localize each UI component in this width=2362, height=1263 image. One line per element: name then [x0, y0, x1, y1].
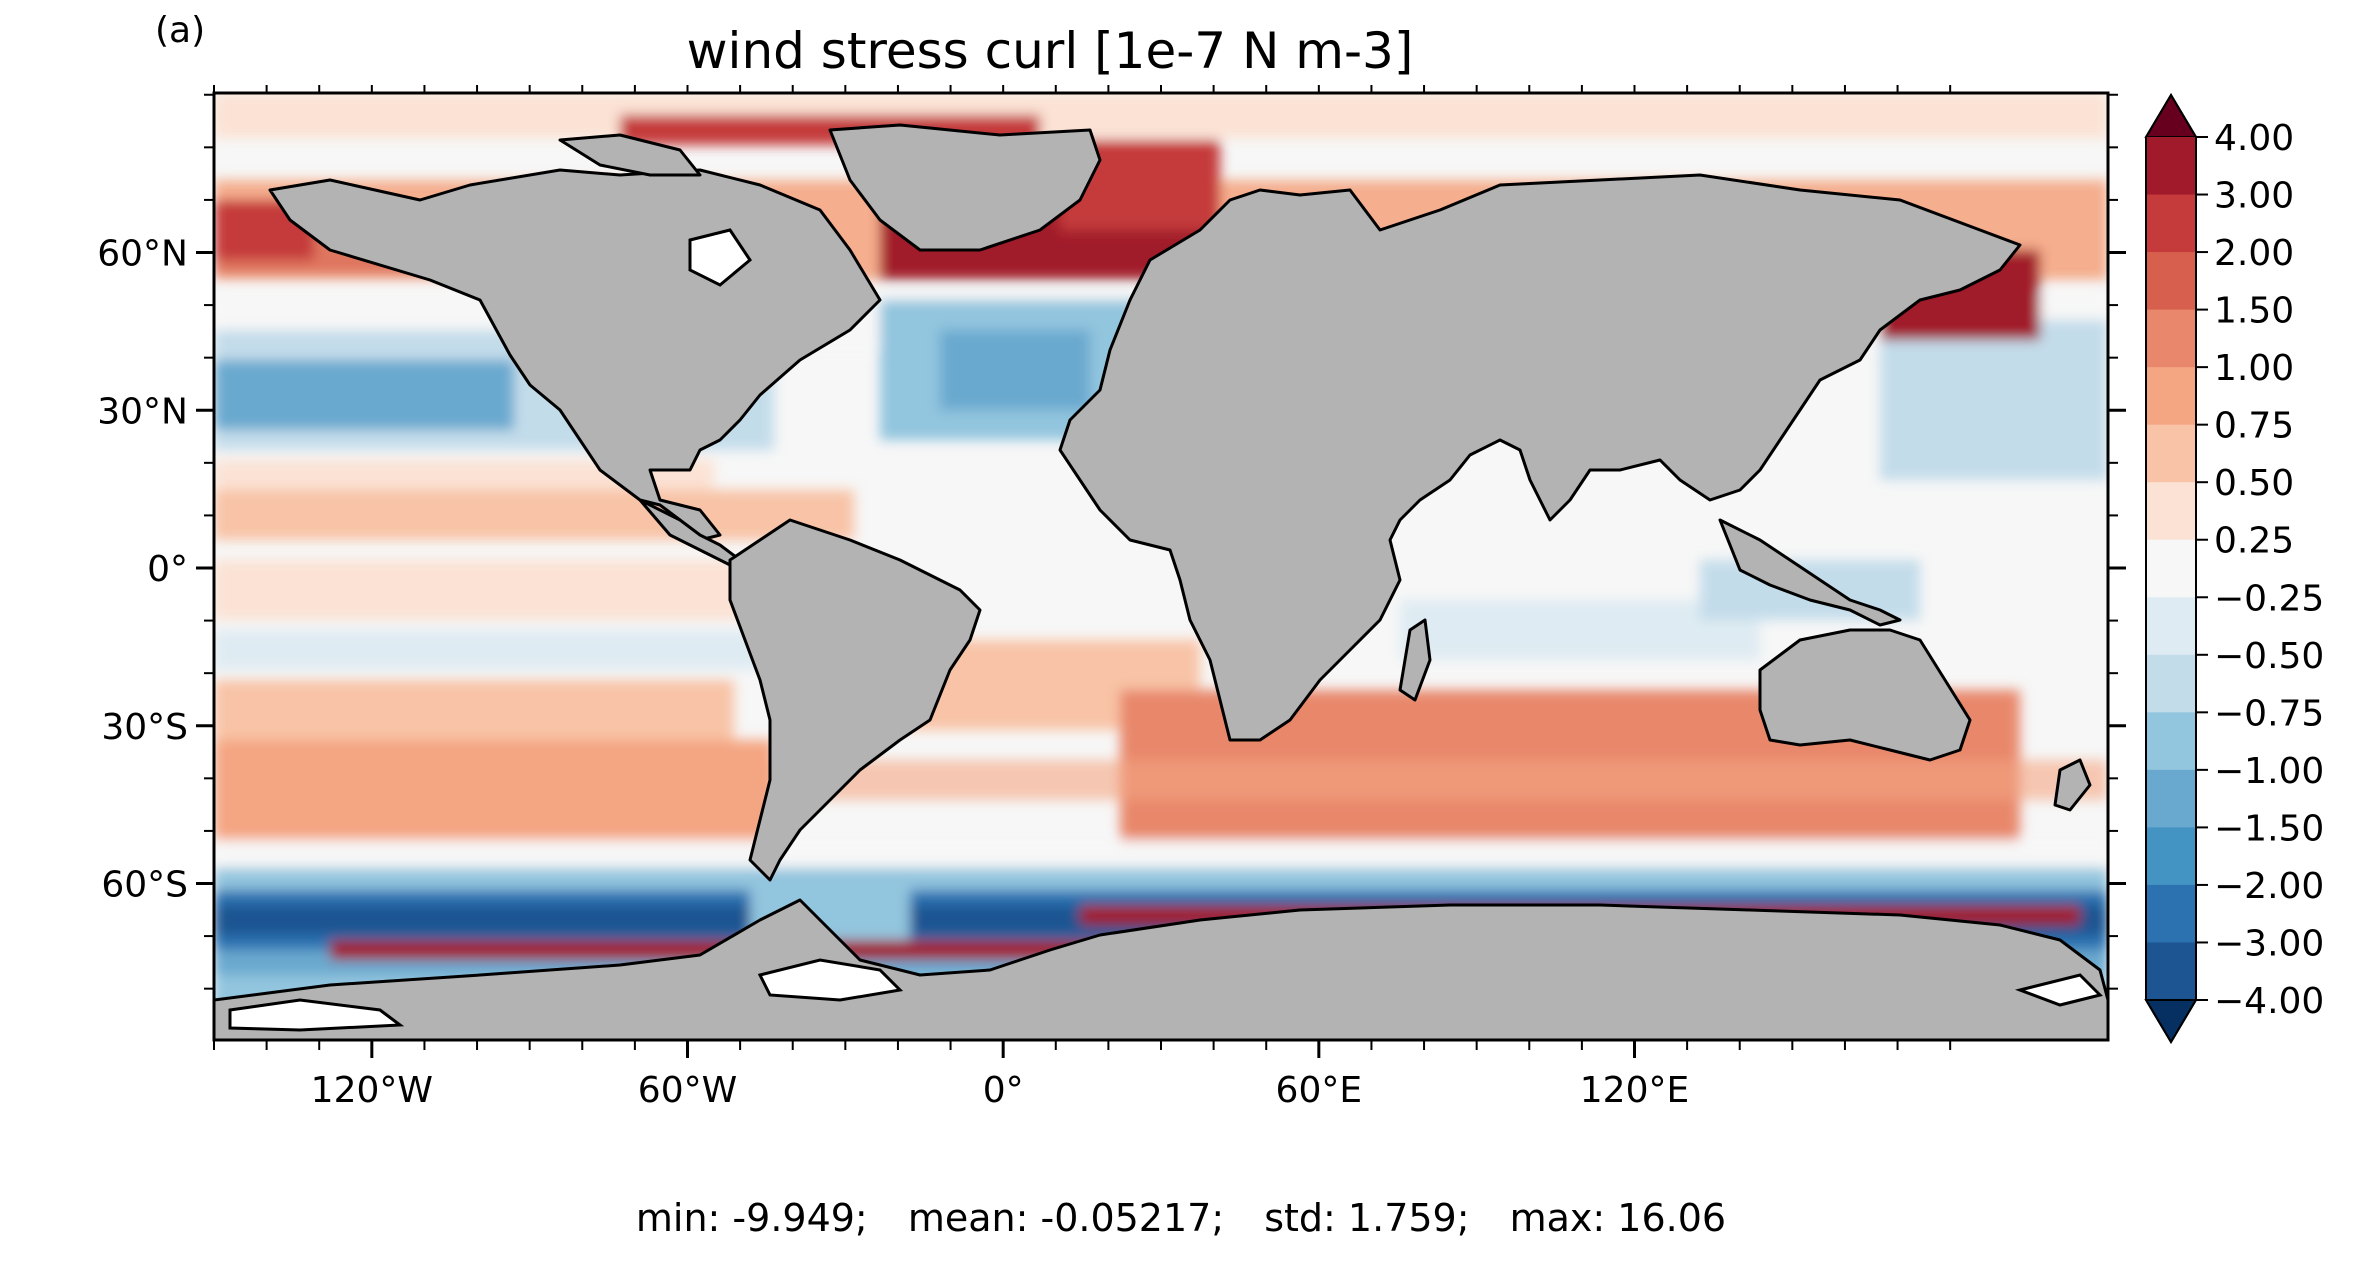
antarctica	[214, 898, 2108, 1040]
south-america	[728, 518, 982, 882]
colorbar-segment	[2146, 884, 2196, 943]
stat-min: min: -9.949;	[635, 1196, 868, 1240]
colorbar: 4.00 3.00 2.00 1.50 1.00 0.75 0.50 0.25 −0.25 −0.…	[2144, 93, 2324, 1044]
y-tick-label: 30°S	[101, 707, 188, 748]
colorbar-tick-label: −0.75	[2214, 693, 2324, 734]
arctic-islands	[558, 133, 702, 177]
eurasia-africa	[1058, 173, 2022, 742]
colorbar-tick-label: −0.25	[2214, 578, 2324, 619]
ice-shelves	[228, 228, 2103, 1032]
colorbar-tick-label: 1.50	[2214, 291, 2294, 332]
colorbar-segment	[2146, 597, 2196, 656]
colorbar-extend-min	[2144, 999, 2198, 1044]
colorbar-segment	[2146, 654, 2196, 713]
map-title: wind stress curl [1e-7 N m-3]	[686, 22, 1414, 80]
colorbar-extend-max	[2144, 93, 2198, 138]
colorbar-tick-label: 1.00	[2214, 348, 2294, 389]
colorbar-tick-label: 0.25	[2214, 521, 2294, 562]
colorbar-segment	[2146, 942, 2196, 1001]
colorbar-tick-label: −3.00	[2214, 923, 2324, 964]
x-axis: 120°W 60°W 0° 60°E 120°E	[213, 85, 1952, 1111]
colorbar-tick-label: 4.00	[2214, 118, 2294, 159]
colorbar-segment	[2146, 482, 2196, 541]
y-tick-label: 60°S	[101, 865, 188, 906]
stat-mean: mean: -0.05217;	[907, 1196, 1225, 1240]
y-tick-label: 30°N	[97, 391, 188, 432]
colorbar-segment	[2146, 137, 2196, 196]
colorbar-segment	[2146, 712, 2196, 771]
madagascar	[1398, 618, 1432, 702]
colorbar-segment	[2146, 194, 2196, 253]
map-area	[214, 93, 2108, 1040]
new-zealand	[2053, 758, 2092, 812]
colorbar-tick-label: −1.00	[2214, 751, 2324, 792]
colorbar-tick-label: −1.50	[2214, 808, 2324, 849]
colorbar-segment	[2146, 424, 2196, 483]
stat-max: max: 16.06	[1509, 1196, 1727, 1240]
greenland	[828, 123, 1102, 252]
x-tick-label: 60°W	[638, 1070, 737, 1111]
australia	[1758, 628, 1972, 762]
stat-std: std: 1.759;	[1264, 1196, 1470, 1240]
x-tick-label: 120°E	[1580, 1070, 1689, 1111]
y-tick-label: 60°N	[97, 234, 188, 275]
land	[214, 123, 2108, 1040]
colorbar-tick-label: 2.00	[2214, 233, 2294, 274]
colorbar-tick-label: −4.00	[2214, 981, 2324, 1022]
colorbar-segment	[2146, 827, 2196, 886]
colorbar-segment	[2146, 252, 2196, 311]
x-tick-label: 60°E	[1276, 1070, 1363, 1111]
statistics-line: min: -9.949; mean: -0.05217; std: 1.759;…	[0, 1196, 2362, 1240]
panel-label: (a)	[155, 10, 206, 51]
y-axis: 60°N 30°N 0° 30°S 60°S	[97, 93, 2126, 990]
colorbar-segment	[2146, 367, 2196, 426]
colorbar-tick-label: −0.50	[2214, 636, 2324, 677]
maritime-continent	[1718, 518, 1902, 627]
x-tick-label: 0°	[983, 1070, 1024, 1111]
colorbar-segment	[2146, 769, 2196, 828]
colorbar-tick-label: 0.50	[2214, 463, 2294, 504]
x-tick-label: 120°W	[311, 1070, 433, 1111]
colorbar-tick-label: 3.00	[2214, 176, 2294, 217]
colorbar-segment	[2146, 539, 2196, 598]
colorbar-tick-label: −2.00	[2214, 866, 2324, 907]
colorbar-segment	[2146, 309, 2196, 368]
colorbar-tick-label: 0.75	[2214, 406, 2294, 447]
y-tick-label: 0°	[147, 549, 188, 590]
